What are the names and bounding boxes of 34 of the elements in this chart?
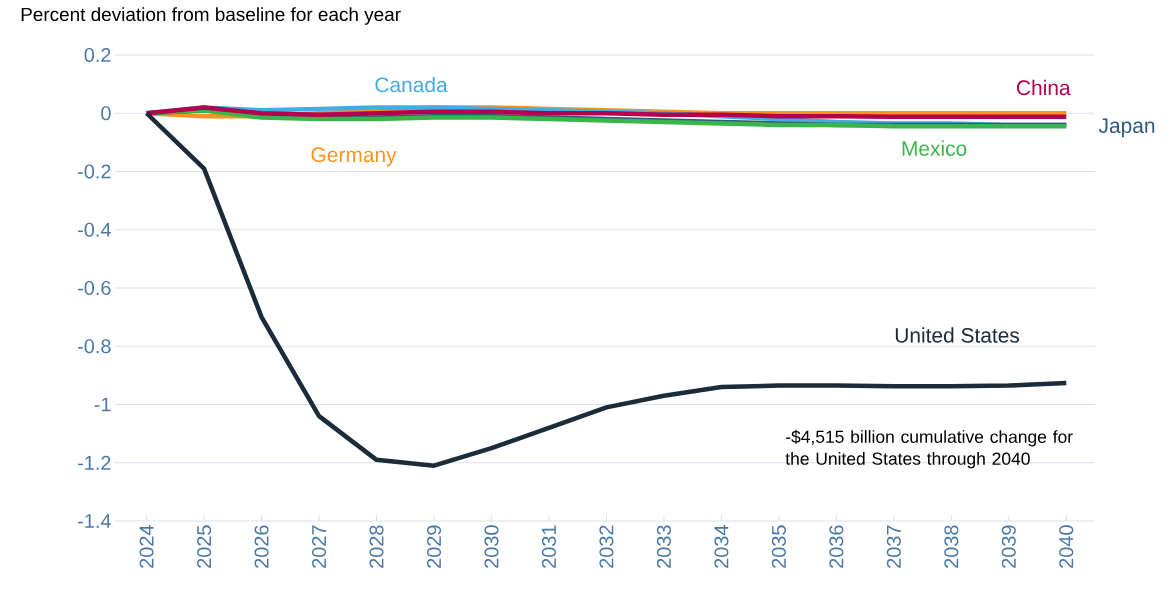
x-tick-label: 2037 xyxy=(886,525,901,568)
y-tick-label: -0.8 xyxy=(78,339,111,354)
x-tick-label: 2036 xyxy=(829,525,844,568)
series-label: Germany xyxy=(311,147,397,167)
y-tick-label: 0 xyxy=(101,106,111,121)
series-label: Mexico xyxy=(902,140,967,156)
x-tick-label: 2040 xyxy=(1059,525,1074,568)
x-tick-label: 2026 xyxy=(254,525,269,568)
x-tick-label: 2034 xyxy=(714,525,729,568)
series-label: Japan xyxy=(1098,118,1155,138)
x-tick-label: 2025 xyxy=(197,525,212,568)
y-tick-label: -1.4 xyxy=(78,514,111,528)
x-tick-label: 2024 xyxy=(139,525,154,568)
x-tick-label: 2031 xyxy=(541,525,557,568)
series-label: Canada xyxy=(375,76,448,93)
y-tick-label: -0.4 xyxy=(78,222,111,237)
x-tick-label: 2033 xyxy=(656,525,671,568)
x-tick-label: 2035 xyxy=(771,525,786,568)
series-label: China xyxy=(1017,79,1071,96)
x-tick-label: 2028 xyxy=(369,525,384,568)
annotation: -$4,515 billion cumulative change for the United States through 2040 xyxy=(785,429,1073,469)
y-tick-label: -0.2 xyxy=(78,164,111,179)
x-tick-label: 2038 xyxy=(944,525,959,568)
y-tick-label: -1.2 xyxy=(78,455,111,470)
y-tick-label: -1 xyxy=(94,397,111,412)
x-tick-label: 2039 xyxy=(1001,525,1016,568)
x-tick-label: 2030 xyxy=(484,525,499,568)
chart-title: Percent deviation from baseline for each year xyxy=(21,7,401,25)
y-tick-label: -0.6 xyxy=(78,280,111,296)
x-tick-label: 2027 xyxy=(312,525,327,568)
text: United States xyxy=(895,327,1020,343)
y-tick-label: 0.2 xyxy=(84,47,111,63)
x-tick-label: 2029 xyxy=(426,525,442,568)
x-tick-label: 2032 xyxy=(599,525,614,568)
